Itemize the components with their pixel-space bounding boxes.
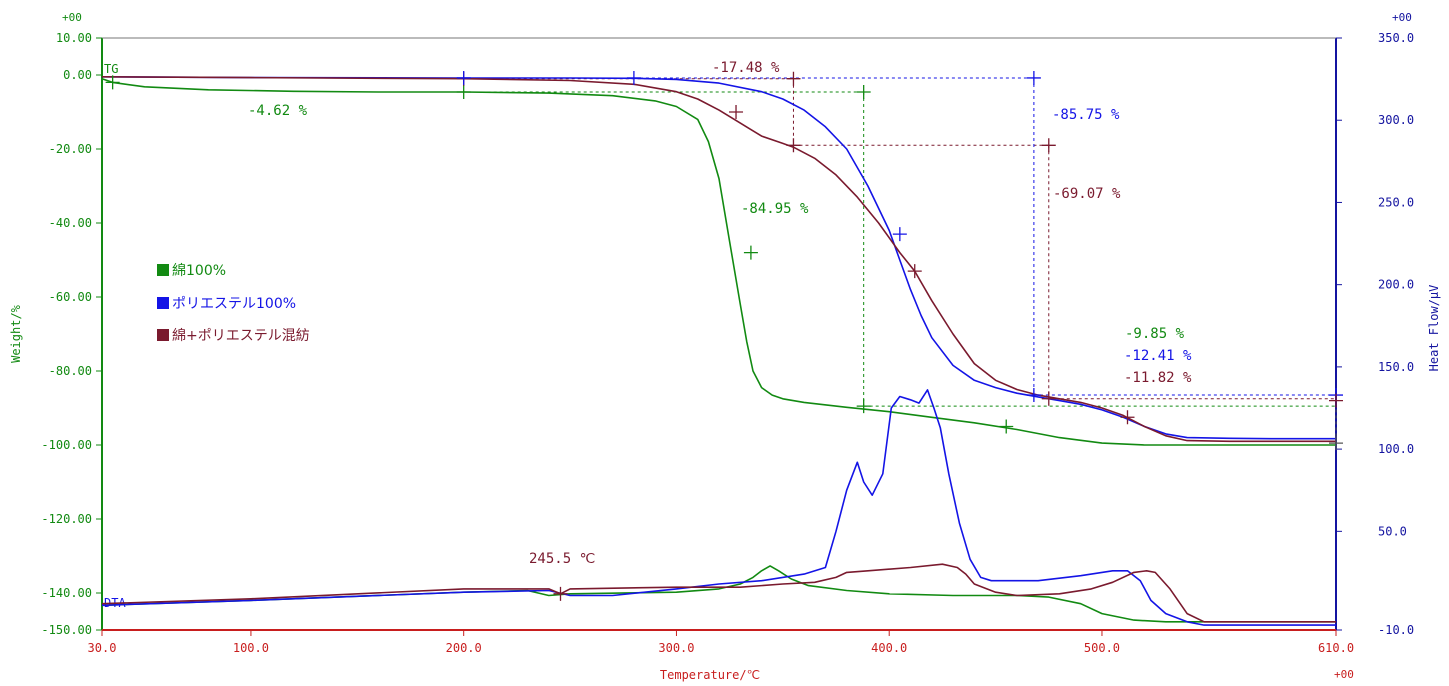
tg-curve-label: TG	[104, 62, 118, 76]
legend-label-cotton: 綿100%	[172, 263, 226, 279]
step-marker	[105, 75, 120, 90]
tg-line-cotton	[101, 77, 1336, 446]
legend-swatch-blend	[157, 329, 169, 341]
tg-line-blend	[101, 76, 1336, 443]
dta-line-cotton	[101, 565, 1336, 623]
step-marker	[1329, 436, 1343, 451]
x-tick-label: 200.0	[446, 641, 482, 655]
step-marker	[553, 586, 568, 601]
annotation-blend-dta-peak: 245.5 ℃	[529, 551, 595, 567]
x-tick-label: 100.0	[233, 641, 269, 655]
y-left-tick-label: -150.00	[41, 623, 92, 637]
annotation-cotton-step2: -84.95 %	[741, 201, 809, 217]
annotation-cotton-step1: -4.62 %	[248, 103, 308, 119]
y-right-tick-label: 350.0	[1378, 31, 1414, 45]
y-right-tick-label: 250.0	[1378, 195, 1414, 209]
step-marker	[856, 85, 871, 100]
legend: 綿100% ポリエステル100% 綿+ポリエステル混紡	[157, 263, 310, 344]
y-left-tick-label: -40.00	[49, 216, 92, 230]
step-marker	[856, 399, 871, 414]
step-marker	[999, 419, 1014, 434]
x-axis-title: Temperature/℃	[660, 668, 760, 682]
y-left-axis-title: Weight/%	[9, 304, 23, 363]
annotation-cotton-residue: -9.85 %	[1125, 326, 1185, 342]
left-axis-exponent: +00	[62, 11, 82, 24]
x-tick-label: 30.0	[88, 641, 117, 655]
step-marker	[1120, 410, 1135, 425]
legend-label-blend: 綿+ポリエステル混紡	[172, 328, 310, 344]
step-marker	[456, 85, 471, 100]
x-tick-label: 300.0	[658, 641, 694, 655]
right-axis-exponent: +00	[1392, 11, 1412, 24]
axis-ticks: 10.00 0.00 -20.00 -40.00 -60.00 -80.00 -100.00…	[41, 31, 1414, 655]
legend-label-polyester: ポリエステル100%	[172, 296, 296, 312]
legend-swatch-polyester	[157, 297, 169, 309]
y-right-tick-label: 150.0	[1378, 360, 1414, 374]
legend-swatch-cotton	[157, 264, 169, 276]
annotation-polyester-residue: -12.41 %	[1124, 348, 1192, 364]
annotation-blend-step1: -17.48 %	[712, 60, 780, 76]
x-tick-label: 500.0	[1084, 641, 1120, 655]
step-marker	[743, 245, 758, 260]
step-marker	[1041, 391, 1056, 406]
step-marker	[892, 227, 907, 242]
y-right-axis-title: Heat Flow/μV	[1427, 285, 1441, 372]
annotation-blend-step2: -69.07 %	[1053, 186, 1121, 202]
step-marker	[729, 105, 744, 119]
y-left-tick-label: -140.00	[41, 586, 92, 600]
step-marker	[1026, 70, 1041, 85]
y-left-tick-label: 0.00	[63, 68, 92, 82]
step-markers	[105, 70, 1343, 601]
step-marker	[626, 70, 641, 85]
step-marker	[907, 264, 922, 279]
step-marker	[786, 71, 801, 86]
y-left-tick-label: 10.00	[56, 31, 92, 45]
x-tick-label: 400.0	[871, 641, 907, 655]
y-left-tick-label: -60.00	[49, 290, 92, 304]
x-axis-exponent: +00	[1334, 668, 1354, 681]
step-marker	[456, 70, 471, 85]
y-right-tick-label: -10.0	[1378, 623, 1414, 637]
series-lines	[101, 76, 1336, 626]
step-marker	[1026, 388, 1041, 403]
step-marker	[786, 138, 801, 153]
dta-line-blend	[101, 563, 1336, 623]
step-marker	[1041, 138, 1056, 153]
annotation-blend-residue: -11.82 %	[1124, 370, 1192, 386]
y-left-tick-label: -20.00	[49, 142, 92, 156]
y-right-tick-label: 50.0	[1378, 524, 1407, 538]
y-left-tick-label: -120.00	[41, 512, 92, 526]
y-right-tick-label: 300.0	[1378, 113, 1414, 127]
step-marker	[1329, 393, 1343, 408]
annotation-polyester-step: -85.75 %	[1052, 107, 1120, 123]
y-left-tick-label: -80.00	[49, 364, 92, 378]
y-right-tick-label: 200.0	[1378, 278, 1414, 292]
x-tick-label: 610.0	[1318, 641, 1354, 655]
y-right-tick-label: 100.0	[1378, 442, 1414, 456]
y-left-tick-label: -100.00	[41, 438, 92, 452]
